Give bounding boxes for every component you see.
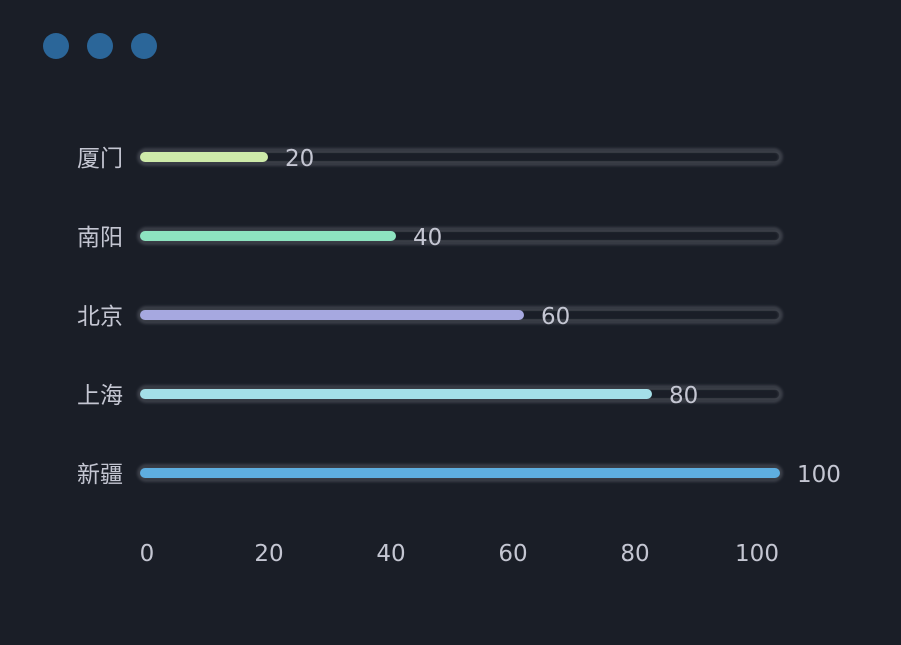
window-dot[interactable]: [87, 33, 113, 59]
bar-track-glow: [138, 307, 782, 323]
bar-track-glow: [138, 465, 782, 481]
data-label: 60: [541, 304, 570, 330]
bar-track-glow: [138, 386, 782, 402]
bar: [140, 231, 396, 241]
category-label: 上海: [77, 383, 123, 409]
category-label: 厦门: [77, 146, 123, 172]
bar: [140, 468, 780, 478]
data-label: 80: [669, 383, 698, 409]
x-tick-label: 40: [376, 541, 405, 567]
bar-track-glow: [138, 228, 782, 244]
x-tick-label: 0: [140, 541, 155, 567]
window-dot[interactable]: [43, 33, 69, 59]
bar: [140, 152, 268, 162]
data-label: 20: [285, 146, 314, 172]
x-tick-label: 80: [620, 541, 649, 567]
bar-track-glow: [138, 149, 782, 165]
x-tick-label: 60: [498, 541, 527, 567]
data-label: 40: [413, 225, 442, 251]
category-label: 北京: [77, 304, 123, 330]
bar: [140, 389, 652, 399]
category-label: 南阳: [77, 225, 123, 251]
x-tick-label: 20: [254, 541, 283, 567]
category-label: 新疆: [77, 462, 123, 488]
data-label: 100: [797, 462, 841, 488]
x-tick-label: 100: [735, 541, 779, 567]
bar: [140, 310, 524, 320]
window-dot[interactable]: [131, 33, 157, 59]
